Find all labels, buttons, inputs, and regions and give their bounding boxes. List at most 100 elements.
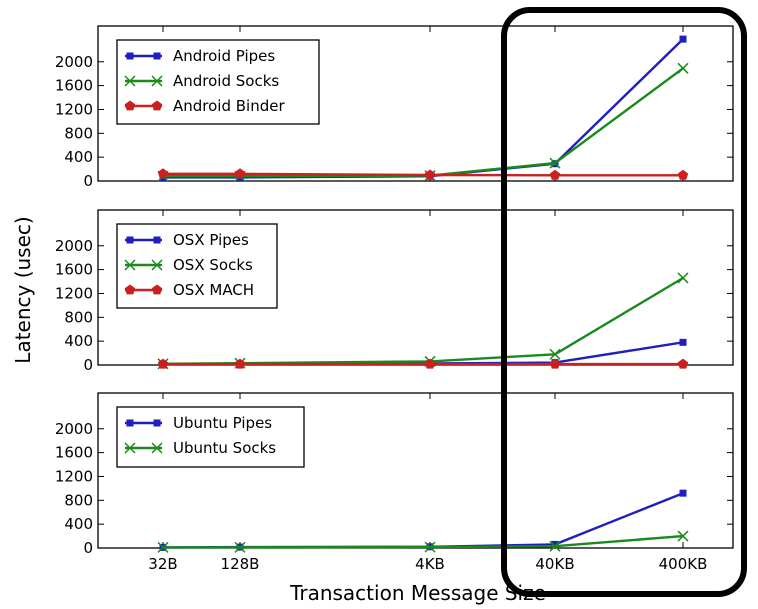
legend-swatch-marker [124, 284, 136, 295]
y-tick-label: 1600 [55, 77, 93, 95]
data-point-stroke-b [234, 541, 246, 553]
y-tick-label: 0 [83, 172, 93, 190]
data-point-stroke-b [549, 348, 561, 360]
data-point [157, 541, 169, 553]
legend-swatch-marker [126, 419, 134, 427]
legend-swatch-marker [151, 284, 163, 295]
series-line [162, 492, 684, 549]
data-point [234, 358, 246, 369]
data-point [677, 272, 689, 284]
legend: OSX Pipes OSX Socks OSX MACH [116, 223, 278, 309]
y-tick-label: 1200 [55, 284, 93, 302]
legend-swatch-marker-stroke-b [124, 259, 136, 271]
legend-item: OSX Pipes [125, 231, 249, 249]
legend-swatch-marker [124, 259, 136, 271]
data-point [424, 541, 436, 553]
legend-swatch-marker [151, 75, 163, 87]
legend-swatch-marker-stroke-b [124, 442, 136, 454]
data-point [234, 541, 246, 553]
y-tick-label: 2000 [55, 53, 93, 71]
data-point [549, 169, 561, 180]
y-tick-label: 1600 [55, 444, 93, 462]
legend-swatch-marker-stroke-b [151, 442, 163, 454]
y-tick-label: 1600 [55, 261, 93, 279]
data-point [549, 540, 561, 552]
legend-swatch-marker [124, 75, 136, 87]
y-tick-label: 400 [64, 148, 93, 166]
data-point [424, 169, 436, 180]
data-point [549, 358, 561, 369]
y-tick-label: 1200 [55, 100, 93, 118]
data-point [551, 540, 559, 548]
data-point [679, 489, 687, 497]
y-tick-label: 800 [64, 308, 93, 326]
data-point [234, 168, 246, 179]
legend-swatch-marker [153, 236, 161, 244]
y-tick-label: 2000 [55, 420, 93, 438]
data-point-stroke-b [549, 157, 561, 169]
legend-item: Ubuntu Socks [124, 439, 276, 457]
y-tick-label: 400 [64, 332, 93, 350]
data-point-stroke-b [549, 540, 561, 552]
legend-label: OSX MACH [173, 281, 254, 299]
legend-swatch-marker [153, 419, 161, 427]
legend-label: OSX Socks [173, 256, 253, 274]
y-tick-label: 1200 [55, 467, 93, 485]
data-point [677, 530, 689, 542]
legend-item: Android Socks [124, 72, 279, 90]
data-point [677, 358, 689, 369]
legend-swatch-marker [126, 236, 134, 244]
x-tick-label: 128B [221, 555, 260, 573]
data-point [157, 168, 169, 179]
y-tick-label: 400 [64, 515, 93, 533]
x-axis-label: Transaction Message Size [289, 581, 546, 605]
data-point-stroke-b [677, 272, 689, 284]
x-tick-labels: 32B 128B 4KB 40KB 400KB [148, 555, 707, 573]
data-point [549, 348, 561, 360]
legend-swatch-marker [124, 442, 136, 454]
legend: Android Pipes Android Socks Android Binder [116, 39, 320, 125]
data-point-stroke-b [677, 62, 689, 74]
data-point-stroke-b [157, 541, 169, 553]
legend-item: OSX Socks [124, 256, 253, 274]
legend-label: Android Socks [173, 72, 279, 90]
legend-swatch-marker-stroke-b [151, 259, 163, 271]
y-tick-label: 0 [83, 539, 93, 557]
legend-swatch-marker [151, 100, 163, 111]
legend-swatch-marker [151, 259, 163, 271]
legend-swatch-marker-stroke-b [124, 75, 136, 87]
series-osx-mach [157, 358, 689, 369]
legend-item: Android Binder [124, 97, 285, 115]
data-point [549, 157, 561, 169]
x-tick-label: 4KB [415, 555, 445, 573]
series-android-binder [157, 168, 689, 180]
legend-label: OSX Pipes [173, 231, 249, 249]
legend-item: Ubuntu Pipes [125, 414, 272, 432]
data-point [677, 62, 689, 74]
legend-label: Ubuntu Pipes [173, 414, 272, 432]
x-tick-label: 400KB [659, 555, 708, 573]
data-point [157, 358, 169, 369]
data-point [677, 169, 689, 180]
legend-label: Ubuntu Socks [173, 439, 276, 457]
x-tick-label: 40KB [535, 555, 574, 573]
legend-swatch-marker [124, 100, 136, 111]
y-tick-label: 0 [83, 356, 93, 374]
y-tick-label: 800 [64, 124, 93, 142]
y-tick-label: 2000 [55, 237, 93, 255]
legend-box [116, 406, 305, 468]
series-ubuntu-socks [157, 530, 689, 553]
data-point [679, 35, 687, 43]
data-point [424, 358, 436, 369]
plot-frame [97, 25, 734, 182]
legend-swatch-marker [151, 442, 163, 454]
legend-item: OSX MACH [124, 281, 254, 299]
data-point-stroke-b [424, 541, 436, 553]
legend-swatch-marker [126, 52, 134, 60]
x-tick-label: 32B [148, 555, 177, 573]
legend-swatch-marker [153, 52, 161, 60]
panel-3: 0 400 800 1200 1600 2000 Ubuntu Pipes Ubuntu So… [55, 392, 734, 557]
